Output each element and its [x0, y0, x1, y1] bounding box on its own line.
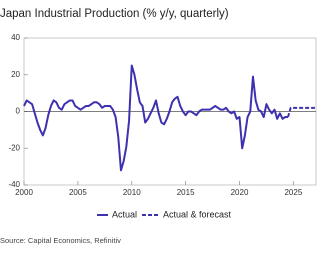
series-line — [23, 64, 288, 172]
y-tick-label: -20 — [8, 143, 20, 152]
y-tick-label: 20 — [11, 70, 20, 79]
x-tick-label: 2010 — [123, 188, 141, 197]
chart-title: Japan Industrial Production (% y/y, quar… — [0, 8, 229, 20]
x-tick-label: 2005 — [69, 188, 87, 197]
x-tick-label: 2000 — [15, 188, 33, 197]
y-tick-label: 0 — [16, 107, 21, 116]
x-tick-label: 2015 — [177, 188, 195, 197]
y-tick-label: -40 — [8, 180, 20, 189]
x-tick-label: 2025 — [284, 188, 302, 197]
x-tick-label: 2020 — [231, 188, 249, 197]
source-note: Source: Capital Economics, Refinitiv — [0, 236, 121, 245]
legend-label: Actual & forecast — [163, 209, 232, 219]
y-tick-label: 40 — [11, 33, 20, 42]
series-line — [287, 106, 315, 118]
legend-label: Actual — [112, 209, 137, 219]
